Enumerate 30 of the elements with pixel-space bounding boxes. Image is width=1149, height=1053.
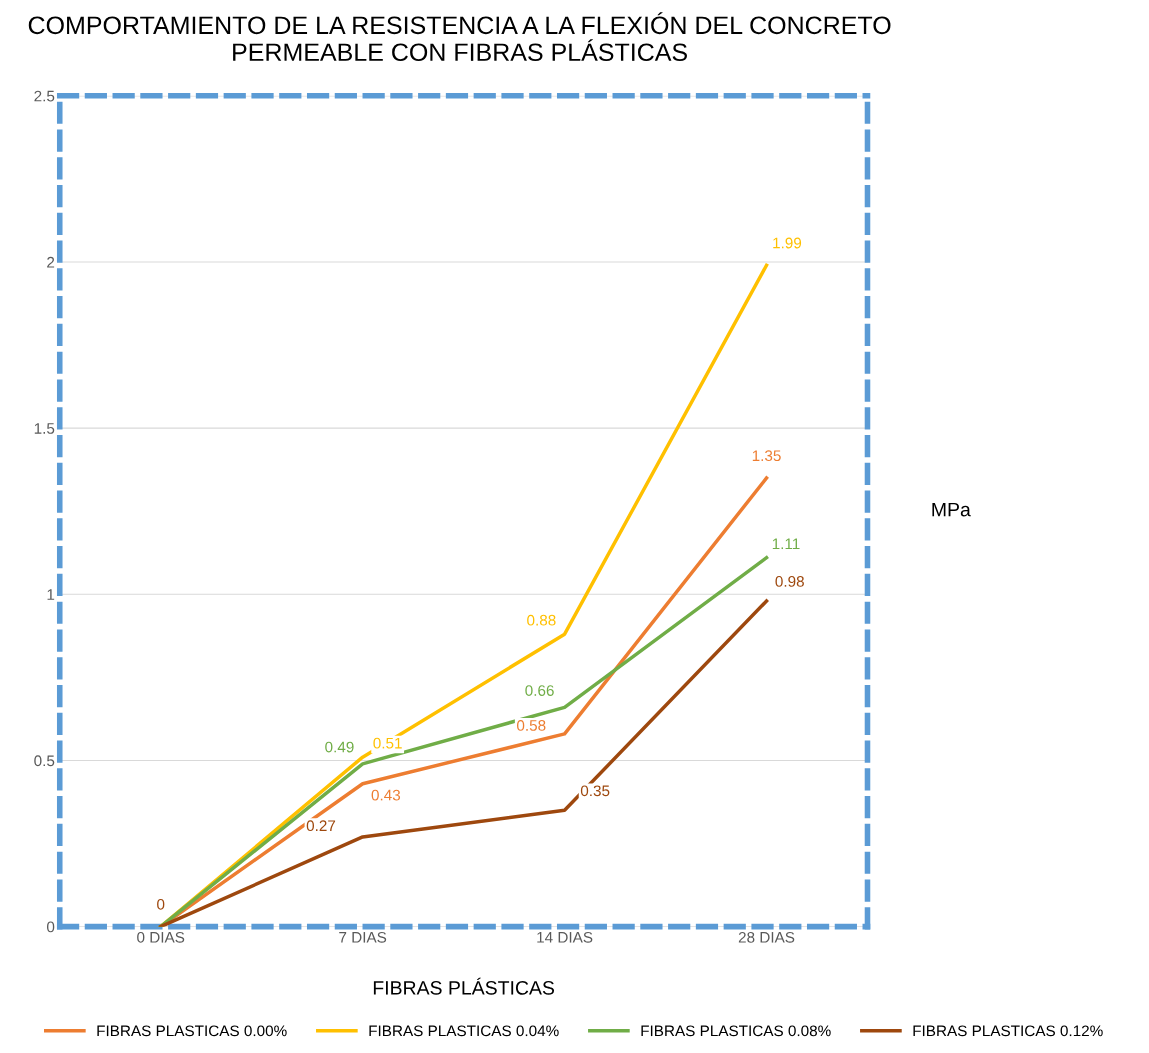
data-label: 0.27 (306, 820, 336, 832)
data-label: 0.98 (775, 576, 804, 587)
legend-label: FIBRAS PLASTICAS 0.04% (369, 1025, 559, 1037)
x-tick-label: 7 DIAS (339, 931, 387, 943)
data-label: 0 (157, 898, 165, 910)
data-label: 0.88 (527, 614, 556, 626)
y-axis-title: MPa (932, 502, 971, 517)
data-label: 1.11 (772, 538, 800, 550)
x-axis-title: FIBRAS PLÁSTICAS (373, 977, 555, 995)
y-tick-label: 0.5 (34, 755, 55, 767)
data-label: 0.66 (525, 685, 554, 696)
y-tick-label: 2.5 (34, 90, 55, 102)
data-label: 1.35 (752, 450, 781, 462)
chart-title: COMPORTAMIENTO DE LA RESISTENCIA A LA FLEXIÓN DEL CONCRETO PERMEABLE CON FIBRAS PLÁSTICAS (28, 12, 891, 62)
data-label: 0.49 (325, 741, 354, 753)
x-tick-label: 0 DIAS (137, 931, 185, 943)
y-tick-label: 1 (47, 589, 55, 600)
y-tick-label: 2 (47, 256, 55, 268)
x-tick-label: 28 DIAS (738, 931, 795, 943)
data-label: 0.35 (580, 785, 610, 797)
legend-label: FIBRAS PLASTICAS 0.08% (641, 1025, 831, 1037)
data-label: 1.99 (773, 237, 802, 249)
legend-label: FIBRAS PLASTICAS 0.00% (97, 1025, 287, 1037)
data-label: 0.58 (516, 720, 546, 731)
legend-label: FIBRAS PLASTICAS 0.12% (913, 1025, 1103, 1037)
data-label: 0.43 (371, 789, 401, 801)
data-label: 0.51 (373, 737, 402, 749)
x-tick-label: 14 DIAS (537, 931, 593, 943)
y-tick-label: 1.5 (34, 423, 55, 434)
y-tick-label: 0 (46, 921, 55, 933)
